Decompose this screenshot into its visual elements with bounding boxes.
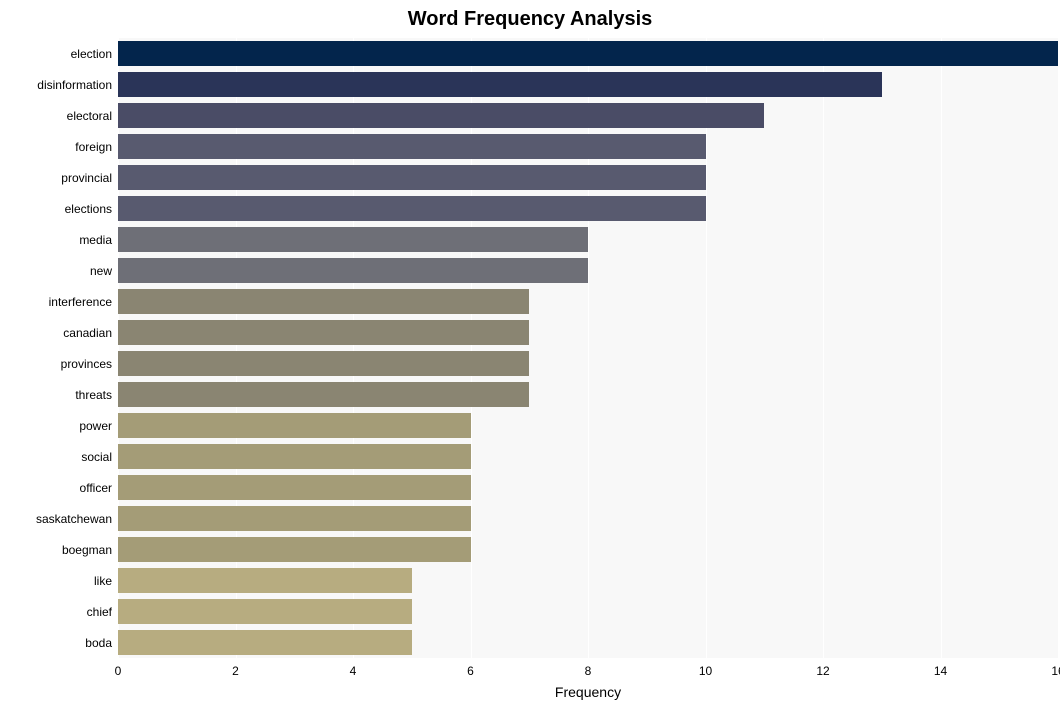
- y-tick-label: social: [81, 450, 112, 464]
- x-tick-label: 2: [232, 664, 239, 678]
- bar: [118, 444, 471, 469]
- y-tick-label: new: [90, 264, 112, 278]
- bar: [118, 320, 529, 345]
- chart-title: Word Frequency Analysis: [0, 8, 1060, 31]
- x-tick-label: 6: [467, 664, 474, 678]
- gridline: [823, 38, 824, 658]
- bar: [118, 413, 471, 438]
- y-tick-label: foreign: [75, 140, 112, 154]
- bar: [118, 227, 588, 252]
- y-tick-label: like: [94, 574, 112, 588]
- bar: [118, 289, 529, 314]
- y-tick-label: provinces: [61, 357, 112, 371]
- x-axis-label: Frequency: [118, 684, 1058, 700]
- bar: [118, 41, 1058, 66]
- bar: [118, 506, 471, 531]
- bar: [118, 103, 764, 128]
- gridline: [706, 38, 707, 658]
- y-tick-label: boegman: [62, 543, 112, 557]
- x-tick-label: 16: [1051, 664, 1060, 678]
- y-tick-label: saskatchewan: [36, 512, 112, 526]
- gridline: [1058, 38, 1059, 658]
- bar: [118, 475, 471, 500]
- y-tick-label: officer: [80, 481, 112, 495]
- chart-container: Word Frequency Analysis Frequency 0 2 4 6 8 1…: [0, 0, 1060, 701]
- bar: [118, 630, 412, 655]
- x-tick-label: 12: [816, 664, 829, 678]
- bar: [118, 165, 706, 190]
- y-tick-label: power: [79, 419, 112, 433]
- plot-area: [118, 38, 1058, 658]
- x-tick-label: 14: [934, 664, 947, 678]
- y-tick-label: interference: [49, 295, 112, 309]
- x-tick-label: 0: [115, 664, 122, 678]
- x-tick-label: 4: [350, 664, 357, 678]
- bar: [118, 382, 529, 407]
- gridline: [471, 38, 472, 658]
- bar: [118, 258, 588, 283]
- gridline: [236, 38, 237, 658]
- y-tick-label: media: [79, 233, 112, 247]
- bar: [118, 568, 412, 593]
- x-tick-label: 8: [585, 664, 592, 678]
- y-tick-label: elections: [65, 202, 112, 216]
- bar: [118, 134, 706, 159]
- y-tick-label: electoral: [67, 109, 112, 123]
- bar: [118, 72, 882, 97]
- bar: [118, 196, 706, 221]
- bar: [118, 537, 471, 562]
- y-tick-label: threats: [75, 388, 112, 402]
- gridline: [118, 38, 119, 658]
- gridline: [588, 38, 589, 658]
- y-tick-label: boda: [85, 636, 112, 650]
- y-tick-label: chief: [87, 605, 112, 619]
- gridline: [353, 38, 354, 658]
- y-tick-label: canadian: [63, 326, 112, 340]
- bar: [118, 599, 412, 624]
- y-tick-label: provincial: [61, 171, 112, 185]
- gridline: [941, 38, 942, 658]
- y-tick-label: disinformation: [37, 78, 112, 92]
- bar: [118, 351, 529, 376]
- y-tick-label: election: [71, 47, 112, 61]
- x-tick-label: 10: [699, 664, 712, 678]
